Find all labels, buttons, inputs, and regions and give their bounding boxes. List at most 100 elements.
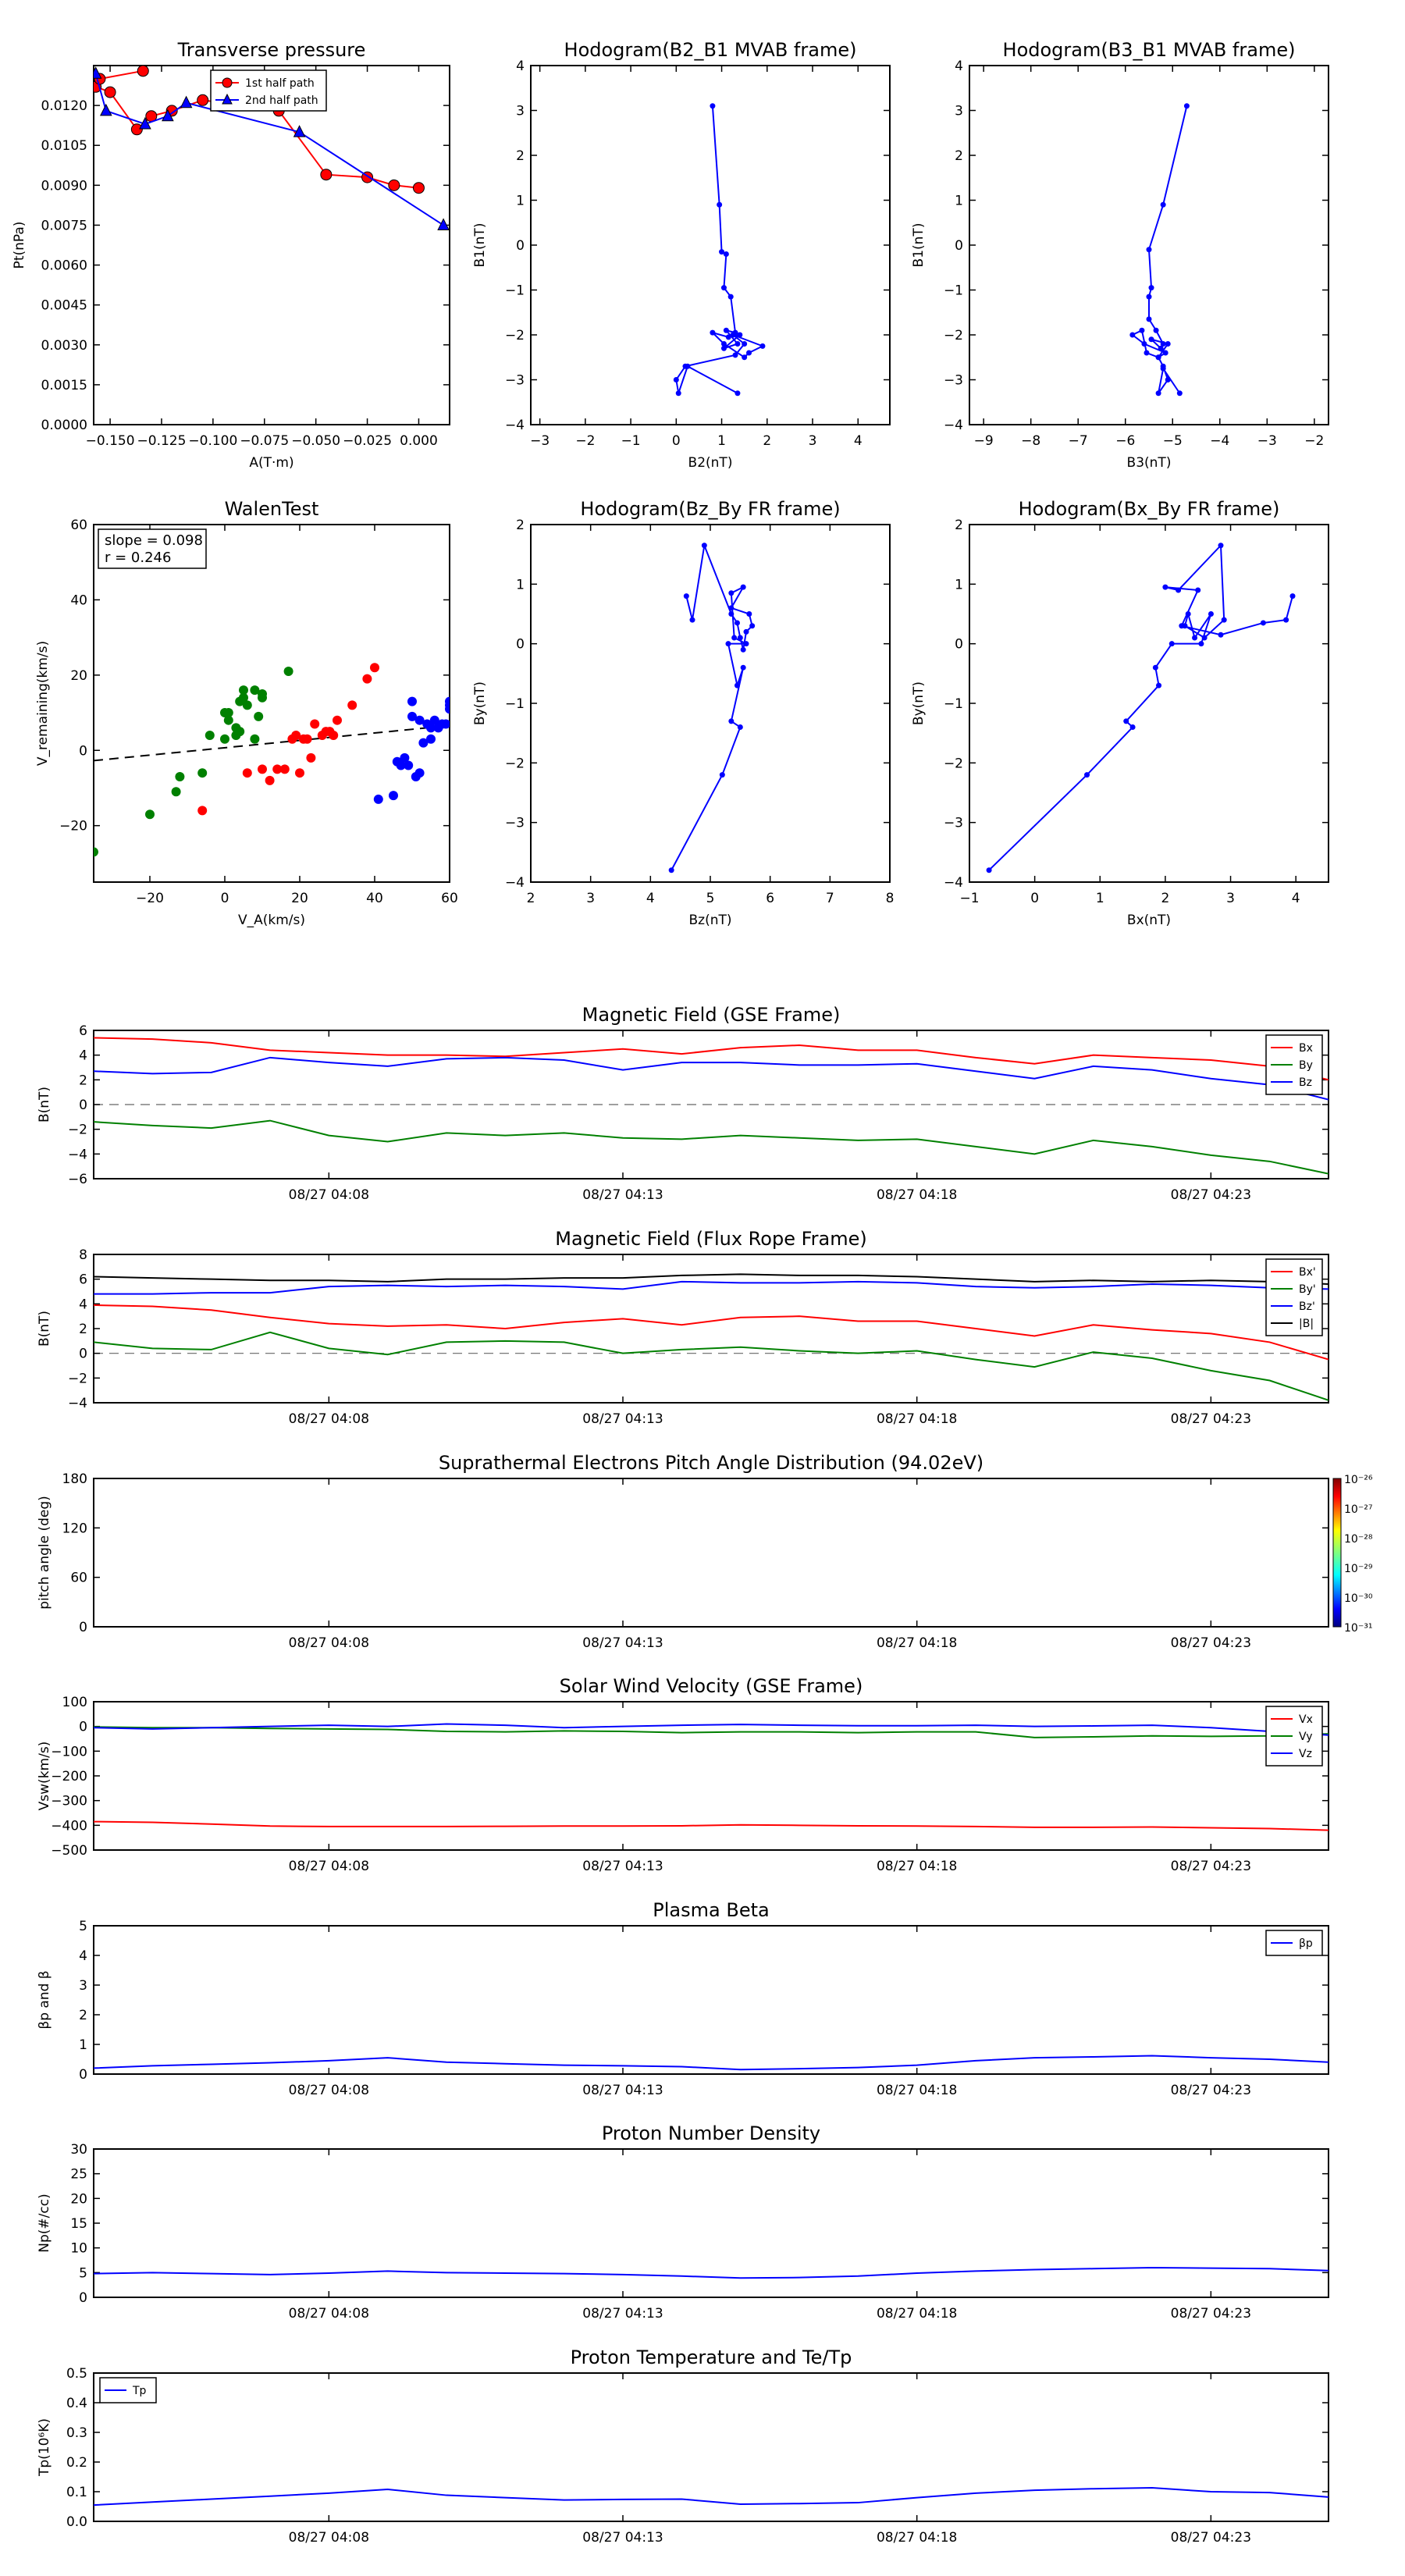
y-tick-label: 0	[516, 238, 525, 254]
x-tick-label: 5	[706, 891, 715, 906]
x-axis-label: Bz(nT)	[688, 913, 731, 928]
colorbar	[1332, 1478, 1342, 1628]
y-tick-label: 25	[70, 2167, 87, 2183]
chart-title: Hodogram(B2_B1 MVAB frame)	[564, 39, 857, 61]
y-tick-label: 0.0000	[41, 418, 87, 433]
y-tick-label: 0.4	[66, 2396, 87, 2411]
data-point	[689, 617, 695, 623]
data-point	[742, 354, 748, 361]
plot-area	[986, 543, 1296, 873]
x-tick-label: 08/27 04:23	[1171, 1411, 1251, 1427]
data-point	[735, 390, 741, 397]
series-line	[94, 2487, 1329, 2507]
plot-frame	[93, 65, 450, 425]
x-tick-label: 08/27 04:23	[1171, 2306, 1251, 2322]
legend: Tp	[99, 2377, 157, 2403]
data-point	[1148, 336, 1154, 343]
y-tick-label: −4	[68, 1147, 87, 1162]
y-tick-label: −2	[944, 756, 963, 771]
data-point	[407, 711, 417, 721]
y-tick-label: 5	[79, 2265, 87, 2281]
data-point	[320, 169, 333, 181]
y-tick-label: −20	[59, 819, 87, 834]
data-point	[223, 708, 233, 718]
y-tick-label: 8	[79, 1247, 87, 1263]
x-tick-label: 3	[809, 433, 817, 449]
series-line	[988, 543, 1293, 871]
x-tick-label: 08/27 04:13	[582, 2306, 663, 2322]
data-point	[220, 734, 229, 744]
x-tick-label: 08/27 04:08	[289, 2083, 369, 2098]
x-tick-label: 0	[1030, 891, 1039, 906]
x-tick-label: −0.050	[291, 433, 340, 449]
data-point	[1146, 247, 1152, 253]
colorbar-tick-label: 10⁻²⁷	[1344, 1503, 1372, 1516]
x-tick-label: −5	[1163, 433, 1183, 449]
data-point	[1141, 341, 1147, 347]
data-point	[295, 768, 304, 778]
x-tick-label: −4	[1210, 433, 1229, 449]
x-tick-label: −0.075	[240, 433, 289, 449]
y-tick-label: −2	[68, 1123, 87, 1138]
data-point	[418, 738, 429, 748]
y-tick-label: −1	[944, 696, 963, 712]
y-tick-label: −4	[68, 1396, 87, 1411]
x-tick-label: 08/27 04:23	[1171, 2083, 1251, 2098]
chart-pitch-angle: Suprathermal Electrons Pitch Angle Distr…	[37, 1452, 1373, 1651]
y-tick-label: 3	[955, 104, 963, 119]
data-point	[1165, 377, 1171, 382]
data-point	[720, 285, 727, 291]
legend-label: βp	[1299, 1937, 1313, 1950]
data-point	[740, 584, 746, 590]
data-point	[1176, 587, 1182, 593]
annotation-box	[98, 528, 207, 569]
data-point	[737, 332, 743, 338]
data-point	[362, 674, 372, 684]
x-tick-label: 8	[886, 891, 895, 906]
x-tick-label: −20	[136, 891, 164, 906]
x-tick-label: 1	[1096, 891, 1104, 906]
colorbar-tick-label: 10⁻²⁸	[1344, 1533, 1373, 1546]
data-point	[250, 734, 260, 744]
series-line	[94, 1820, 1329, 1831]
plot-area	[94, 1037, 1329, 1175]
data-point	[197, 768, 208, 778]
data-point	[710, 103, 716, 109]
data-point	[279, 764, 290, 774]
data-point	[223, 715, 233, 725]
data-point	[258, 692, 267, 703]
y-tick-label: 2	[516, 518, 525, 533]
data-point	[1218, 543, 1224, 549]
plot-area	[668, 542, 756, 873]
series-line	[94, 1280, 1329, 1295]
data-point	[1165, 341, 1171, 347]
data-point	[719, 249, 725, 255]
x-tick-label: 08/27 04:18	[877, 2306, 957, 2322]
data-point	[1179, 623, 1185, 629]
data-point	[732, 352, 738, 358]
data-point	[242, 768, 252, 778]
legend-label: Vz	[1299, 1748, 1312, 1760]
y-tick-label: 0	[79, 1098, 87, 1113]
legend-label: Bx'	[1299, 1266, 1316, 1279]
legend-label: Tp	[132, 2385, 147, 2397]
plot-area	[94, 2266, 1329, 2279]
chart-title: Magnetic Field (Flux Rope Frame)	[555, 1228, 866, 1250]
data-point	[404, 760, 414, 770]
legend-marker	[222, 77, 233, 88]
chart-hodogram-b2-b1: Hodogram(B2_B1 MVAB frame) B1(nT) B2(nT) −4…	[472, 39, 891, 471]
x-tick-label: 08/27 04:08	[289, 1187, 369, 1203]
data-point	[731, 635, 738, 641]
y-tick-label: −3	[944, 373, 963, 389]
legend-label: Vy	[1299, 1731, 1313, 1743]
y-tick-label: 120	[62, 1521, 87, 1536]
data-point	[347, 700, 357, 710]
x-tick-label: 08/27 04:23	[1171, 1635, 1251, 1651]
y-tick-label: 1	[79, 2037, 87, 2053]
fit-line	[94, 724, 450, 762]
data-point	[197, 806, 208, 816]
chart-title: Solar Wind Velocity (GSE Frame)	[560, 1675, 863, 1697]
plot-frame	[93, 524, 450, 883]
legend: Vx Vy Vz	[1265, 1706, 1323, 1767]
data-point	[735, 682, 740, 688]
